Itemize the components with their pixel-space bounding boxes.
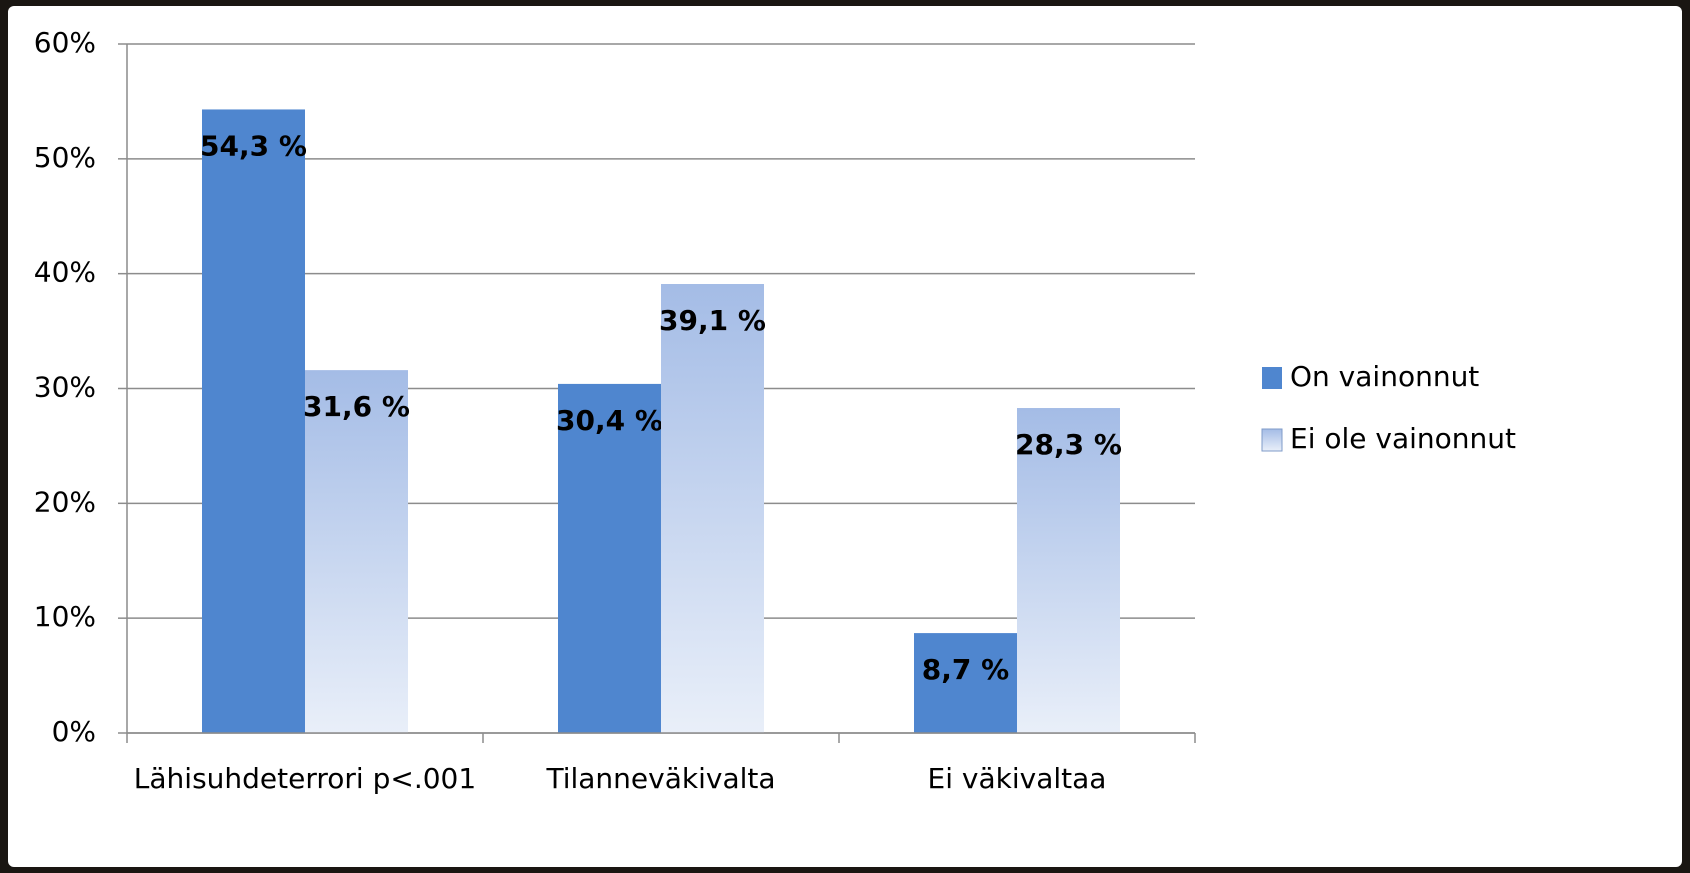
bar <box>914 633 1017 733</box>
y-tick-label: 30% <box>34 371 96 404</box>
x-tick-label: Lähisuhdeterrori p<.001 <box>134 762 476 795</box>
legend-label: Ei ole vainonnut <box>1290 422 1516 455</box>
x-tick-label: Ei väkivaltaa <box>928 762 1107 795</box>
value-label: 28,3 % <box>1015 428 1122 461</box>
bar <box>305 370 408 733</box>
y-tick-label: 0% <box>52 715 96 748</box>
y-tick-label: 40% <box>34 256 96 289</box>
legend-swatch <box>1262 367 1282 389</box>
chart-background <box>8 6 1682 867</box>
y-tick-label: 10% <box>34 600 96 633</box>
legend-label: On vainonnut <box>1290 360 1479 393</box>
value-label: 30,4 % <box>556 404 663 437</box>
value-label: 31,6 % <box>303 390 410 423</box>
bar <box>661 284 764 733</box>
value-label: 39,1 % <box>659 304 766 337</box>
bar <box>202 109 305 733</box>
y-tick-label: 60% <box>34 26 96 59</box>
y-tick-label: 50% <box>34 141 96 174</box>
value-label: 54,3 % <box>200 129 307 162</box>
y-tick-label: 20% <box>34 485 96 518</box>
bar <box>1017 408 1120 733</box>
x-tick-label: Tilanneväkivalta <box>545 762 775 795</box>
value-label: 8,7 % <box>922 653 1009 686</box>
legend-swatch <box>1261 428 1283 452</box>
bar <box>558 383 661 733</box>
